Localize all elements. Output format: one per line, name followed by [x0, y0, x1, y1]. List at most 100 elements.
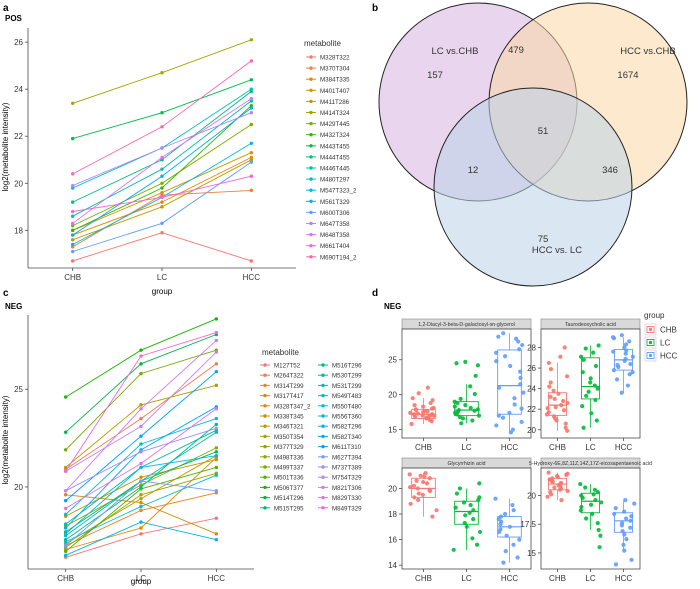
series-point [160, 111, 164, 115]
box-legend-title: group [644, 311, 665, 320]
box-point [552, 485, 557, 490]
legend-entry: M530T299 [332, 373, 362, 380]
legend-swatch-point [321, 495, 325, 500]
box-point [624, 537, 629, 542]
box-point [625, 383, 631, 388]
box-body [580, 357, 601, 400]
box-point [628, 525, 633, 530]
legend-entry: HCC [660, 352, 678, 361]
series-point [214, 537, 219, 542]
box-point [415, 486, 420, 491]
panel-b-label: b [372, 3, 378, 14]
facet-title: 5-Hydroxy-6E,8Z,11Z,14Z,17Z-eicosapentae… [529, 461, 652, 467]
legend-entry: M328T347_2 [274, 403, 311, 410]
box-point [407, 485, 413, 490]
series-point [63, 539, 68, 544]
series-point [139, 504, 143, 509]
box-point [507, 410, 512, 415]
series-point [63, 532, 68, 536]
box-point [595, 490, 600, 495]
box-point [561, 408, 567, 413]
series-point [249, 38, 254, 42]
legend-entry: M499T337 [274, 465, 304, 472]
box-point [427, 417, 432, 422]
series-point [70, 183, 75, 188]
x-tick-label: LC [585, 574, 595, 583]
box-point [468, 405, 473, 411]
box-point [552, 396, 557, 402]
box-point [592, 383, 597, 388]
series-point [139, 496, 143, 501]
series-point [249, 59, 254, 63]
box-point [408, 410, 413, 415]
legend-entry: M127T52 [274, 363, 301, 370]
panel-a-title: POS [5, 14, 23, 23]
series-point [139, 526, 143, 530]
series-point [70, 172, 75, 176]
series-point [160, 174, 164, 178]
box-point [596, 527, 601, 533]
box-point [580, 370, 585, 375]
legend-entry: M690T194_2 [320, 254, 357, 261]
box-body [454, 500, 479, 525]
series-point [63, 506, 68, 511]
y-tick-label: 22 [14, 132, 23, 141]
series-point [70, 242, 75, 247]
box-point [507, 524, 512, 529]
box-point [494, 423, 499, 428]
series-point [160, 191, 164, 195]
series-point [63, 489, 68, 493]
box-point [494, 359, 499, 364]
legend-entry: M498T336 [274, 454, 304, 461]
legend-entry: M314T299 [274, 383, 304, 390]
box-point [565, 400, 570, 406]
box-point [595, 520, 600, 526]
box-point [463, 403, 468, 408]
box-point [510, 502, 515, 508]
box-point [470, 536, 475, 541]
series-point [63, 469, 68, 474]
series-point [63, 465, 68, 470]
venn-label-hcc-chb: HCC vs.CHB [620, 46, 675, 57]
box-point [593, 397, 598, 403]
series-point [70, 221, 75, 225]
box-point [425, 385, 430, 390]
series-point [249, 96, 254, 101]
series-point [139, 500, 143, 505]
box-point [559, 402, 564, 408]
box-point [477, 481, 482, 486]
series-point [214, 369, 219, 374]
legend-swatch-point [263, 373, 267, 377]
facet-title: 1,2-Diacyl-3-beta-D-galactosyl-sn-glycer… [418, 322, 515, 328]
y-tick-label: 20 [14, 179, 23, 188]
legend-swatch-point [263, 465, 267, 469]
box-point [591, 350, 596, 355]
series-point [139, 479, 143, 483]
panel-d-label: d [372, 288, 378, 299]
series-point [214, 430, 219, 434]
series-point [214, 416, 219, 421]
box-point [550, 476, 555, 481]
series-point [214, 407, 219, 411]
box-point [622, 532, 627, 537]
legend-swatch-point [309, 88, 313, 93]
box-point [423, 471, 428, 476]
y-tick-label: 20 [388, 484, 397, 493]
y-tick-label: 26 [527, 364, 536, 373]
series-point [214, 489, 219, 493]
y-tick-label: 15 [527, 549, 536, 558]
legend-swatch-point [309, 155, 313, 159]
pos-legend: M328T322 M370T304 M384T335 M401T407 M411T286… [306, 55, 357, 261]
box-point [513, 336, 519, 341]
box-point [623, 498, 628, 503]
series-point [70, 214, 75, 218]
series-point [70, 259, 75, 263]
box-point [563, 425, 568, 430]
legend-entry: M350T354 [274, 434, 304, 441]
legend-key-box [646, 326, 655, 333]
y-tick-label: 20 [527, 492, 536, 501]
legend-entry: M737T389 [332, 465, 362, 472]
series-point [249, 259, 254, 263]
legend-entry: M547T323_2 [320, 188, 357, 195]
legend-swatch-point [263, 434, 267, 439]
